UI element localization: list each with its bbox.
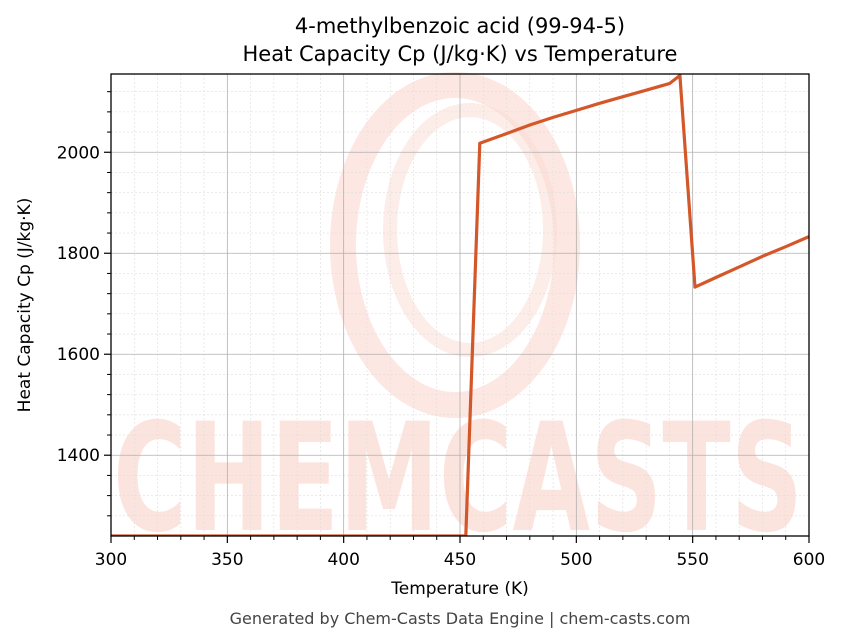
y-tick-label: 1400 <box>57 446 100 466</box>
x-tick-label: 500 <box>560 550 592 570</box>
footer-credit: Generated by Chem-Casts Data Engine | ch… <box>230 609 691 628</box>
y-tick-label: 2000 <box>57 143 100 163</box>
x-axis-label: Temperature (K) <box>390 579 529 599</box>
y-axis-label: Heat Capacity Cp (J/kg·K) <box>15 198 35 413</box>
watermark-swirl <box>330 72 580 418</box>
grid <box>110 74 810 536</box>
series-line-0 <box>111 74 809 536</box>
x-tick-label: 350 <box>211 550 243 570</box>
ticks: 300 350 400 450 500 550 600 1400 1600 1800 2000 <box>57 91 825 570</box>
series-line-layer <box>111 74 809 536</box>
y-tick-label: 1600 <box>57 345 100 365</box>
x-tick-label: 550 <box>676 550 708 570</box>
watermark: CHEMCASTS <box>113 72 803 566</box>
y-tick-label: 1800 <box>57 244 100 264</box>
chart-subtitle: Heat Capacity Cp (J/kg·K) vs Temperature <box>243 42 678 66</box>
x-tick-label: 600 <box>793 550 825 570</box>
x-tick-label: 400 <box>327 550 359 570</box>
chart-title: 4-methylbenzoic acid (99-94-5) <box>295 14 625 38</box>
x-tick-label: 450 <box>444 550 476 570</box>
x-tick-label: 300 <box>95 550 127 570</box>
watermark-text: CHEMCASTS <box>113 392 803 566</box>
